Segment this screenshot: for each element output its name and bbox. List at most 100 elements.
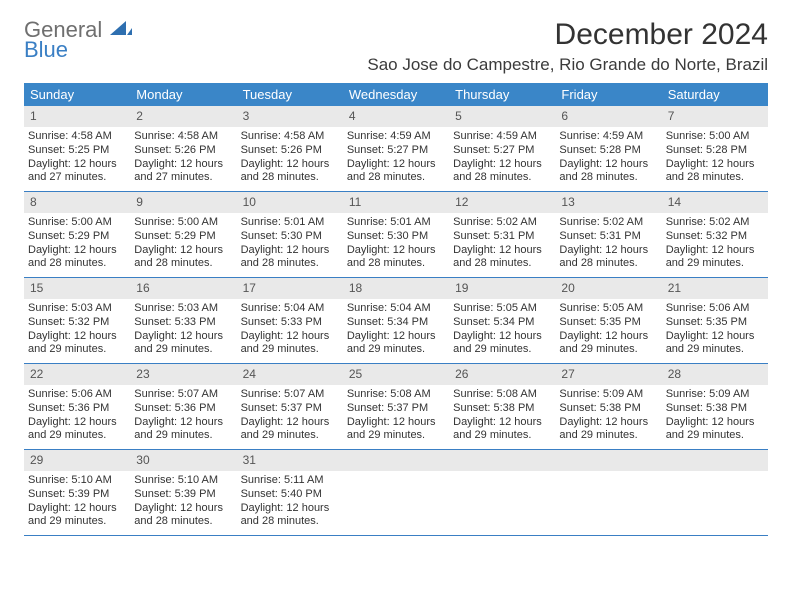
day-body: Sunrise: 4:59 AMSunset: 5:28 PMDaylight:… bbox=[555, 127, 661, 191]
day-number bbox=[449, 450, 555, 471]
month-title: December 2024 bbox=[367, 18, 768, 52]
daylight-line-1: Daylight: 12 hours bbox=[453, 244, 551, 258]
sunrise-line: Sunrise: 5:02 AM bbox=[666, 216, 764, 230]
day-number: 10 bbox=[237, 192, 343, 213]
sunset-line: Sunset: 5:39 PM bbox=[28, 488, 126, 502]
daylight-line-1: Daylight: 12 hours bbox=[453, 330, 551, 344]
day-number: 27 bbox=[555, 364, 661, 385]
day-number: 30 bbox=[130, 450, 236, 471]
day-body: Sunrise: 5:00 AMSunset: 5:29 PMDaylight:… bbox=[130, 213, 236, 277]
daylight-line-2: and 28 minutes. bbox=[134, 257, 232, 271]
daylight-line-2: and 28 minutes. bbox=[134, 515, 232, 529]
calendar-page: General Blue December 2024 Sao Jose do C… bbox=[0, 0, 792, 546]
day-body: Sunrise: 5:07 AMSunset: 5:36 PMDaylight:… bbox=[130, 385, 236, 449]
sunrise-line: Sunrise: 4:58 AM bbox=[134, 130, 232, 144]
daylight-line-1: Daylight: 12 hours bbox=[241, 244, 339, 258]
sunrise-line: Sunrise: 5:07 AM bbox=[241, 388, 339, 402]
weekday-sunday: Sunday bbox=[24, 83, 130, 106]
daylight-line-1: Daylight: 12 hours bbox=[241, 330, 339, 344]
daylight-line-1: Daylight: 12 hours bbox=[134, 416, 232, 430]
day-number: 26 bbox=[449, 364, 555, 385]
day-body: Sunrise: 5:05 AMSunset: 5:34 PMDaylight:… bbox=[449, 299, 555, 363]
sunset-line: Sunset: 5:35 PM bbox=[666, 316, 764, 330]
day-number: 14 bbox=[662, 192, 768, 213]
day-cell bbox=[449, 450, 555, 535]
daylight-line-2: and 29 minutes. bbox=[666, 343, 764, 357]
sunset-line: Sunset: 5:30 PM bbox=[241, 230, 339, 244]
day-body: Sunrise: 5:06 AMSunset: 5:36 PMDaylight:… bbox=[24, 385, 130, 449]
day-cell: 7Sunrise: 5:00 AMSunset: 5:28 PMDaylight… bbox=[662, 106, 768, 191]
day-cell: 14Sunrise: 5:02 AMSunset: 5:32 PMDayligh… bbox=[662, 192, 768, 277]
day-body: Sunrise: 5:04 AMSunset: 5:34 PMDaylight:… bbox=[343, 299, 449, 363]
sunrise-line: Sunrise: 5:09 AM bbox=[666, 388, 764, 402]
sunset-line: Sunset: 5:27 PM bbox=[347, 144, 445, 158]
sunrise-line: Sunrise: 5:06 AM bbox=[666, 302, 764, 316]
daylight-line-2: and 29 minutes. bbox=[241, 343, 339, 357]
daylight-line-1: Daylight: 12 hours bbox=[666, 244, 764, 258]
day-cell: 13Sunrise: 5:02 AMSunset: 5:31 PMDayligh… bbox=[555, 192, 661, 277]
daylight-line-1: Daylight: 12 hours bbox=[666, 330, 764, 344]
day-cell: 4Sunrise: 4:59 AMSunset: 5:27 PMDaylight… bbox=[343, 106, 449, 191]
day-cell: 18Sunrise: 5:04 AMSunset: 5:34 PMDayligh… bbox=[343, 278, 449, 363]
sunset-line: Sunset: 5:33 PM bbox=[241, 316, 339, 330]
logo-triangle-icon bbox=[110, 18, 132, 36]
calendar: Sunday Monday Tuesday Wednesday Thursday… bbox=[24, 83, 768, 536]
daylight-line-2: and 29 minutes. bbox=[28, 429, 126, 443]
day-number: 8 bbox=[24, 192, 130, 213]
sunrise-line: Sunrise: 5:09 AM bbox=[559, 388, 657, 402]
daylight-line-2: and 28 minutes. bbox=[453, 171, 551, 185]
day-body bbox=[662, 471, 768, 529]
day-body bbox=[449, 471, 555, 529]
day-cell: 28Sunrise: 5:09 AMSunset: 5:38 PMDayligh… bbox=[662, 364, 768, 449]
day-number: 18 bbox=[343, 278, 449, 299]
daylight-line-2: and 28 minutes. bbox=[453, 257, 551, 271]
week-row: 29Sunrise: 5:10 AMSunset: 5:39 PMDayligh… bbox=[24, 450, 768, 536]
sunrise-line: Sunrise: 5:01 AM bbox=[347, 216, 445, 230]
day-number: 7 bbox=[662, 106, 768, 127]
daylight-line-1: Daylight: 12 hours bbox=[28, 330, 126, 344]
day-cell bbox=[343, 450, 449, 535]
day-cell: 23Sunrise: 5:07 AMSunset: 5:36 PMDayligh… bbox=[130, 364, 236, 449]
weekday-wednesday: Wednesday bbox=[343, 83, 449, 106]
day-cell bbox=[662, 450, 768, 535]
daylight-line-1: Daylight: 12 hours bbox=[559, 158, 657, 172]
sunset-line: Sunset: 5:25 PM bbox=[28, 144, 126, 158]
sunrise-line: Sunrise: 5:01 AM bbox=[241, 216, 339, 230]
daylight-line-2: and 29 minutes. bbox=[347, 343, 445, 357]
daylight-line-2: and 29 minutes. bbox=[559, 429, 657, 443]
sunrise-line: Sunrise: 5:08 AM bbox=[347, 388, 445, 402]
daylight-line-2: and 29 minutes. bbox=[28, 343, 126, 357]
day-number: 25 bbox=[343, 364, 449, 385]
day-body: Sunrise: 5:10 AMSunset: 5:39 PMDaylight:… bbox=[24, 471, 130, 535]
weekday-friday: Friday bbox=[555, 83, 661, 106]
day-number bbox=[555, 450, 661, 471]
sunrise-line: Sunrise: 5:07 AM bbox=[134, 388, 232, 402]
sunset-line: Sunset: 5:38 PM bbox=[453, 402, 551, 416]
sunset-line: Sunset: 5:29 PM bbox=[28, 230, 126, 244]
day-cell: 25Sunrise: 5:08 AMSunset: 5:37 PMDayligh… bbox=[343, 364, 449, 449]
daylight-line-1: Daylight: 12 hours bbox=[453, 158, 551, 172]
sunset-line: Sunset: 5:26 PM bbox=[134, 144, 232, 158]
sunrise-line: Sunrise: 5:10 AM bbox=[134, 474, 232, 488]
day-body: Sunrise: 5:03 AMSunset: 5:32 PMDaylight:… bbox=[24, 299, 130, 363]
day-cell bbox=[555, 450, 661, 535]
daylight-line-2: and 28 minutes. bbox=[347, 171, 445, 185]
daylight-line-1: Daylight: 12 hours bbox=[28, 502, 126, 516]
day-body: Sunrise: 5:02 AMSunset: 5:31 PMDaylight:… bbox=[449, 213, 555, 277]
sunrise-line: Sunrise: 5:04 AM bbox=[347, 302, 445, 316]
daylight-line-1: Daylight: 12 hours bbox=[559, 416, 657, 430]
day-body: Sunrise: 5:02 AMSunset: 5:31 PMDaylight:… bbox=[555, 213, 661, 277]
daylight-line-1: Daylight: 12 hours bbox=[666, 416, 764, 430]
sunrise-line: Sunrise: 5:08 AM bbox=[453, 388, 551, 402]
day-body: Sunrise: 5:08 AMSunset: 5:37 PMDaylight:… bbox=[343, 385, 449, 449]
sunrise-line: Sunrise: 5:06 AM bbox=[28, 388, 126, 402]
sunset-line: Sunset: 5:29 PM bbox=[134, 230, 232, 244]
daylight-line-1: Daylight: 12 hours bbox=[241, 158, 339, 172]
sunset-line: Sunset: 5:31 PM bbox=[559, 230, 657, 244]
daylight-line-1: Daylight: 12 hours bbox=[347, 158, 445, 172]
title-block: December 2024 Sao Jose do Campestre, Rio… bbox=[367, 18, 768, 75]
sunset-line: Sunset: 5:37 PM bbox=[241, 402, 339, 416]
day-cell: 2Sunrise: 4:58 AMSunset: 5:26 PMDaylight… bbox=[130, 106, 236, 191]
daylight-line-2: and 29 minutes. bbox=[134, 343, 232, 357]
sunset-line: Sunset: 5:35 PM bbox=[559, 316, 657, 330]
